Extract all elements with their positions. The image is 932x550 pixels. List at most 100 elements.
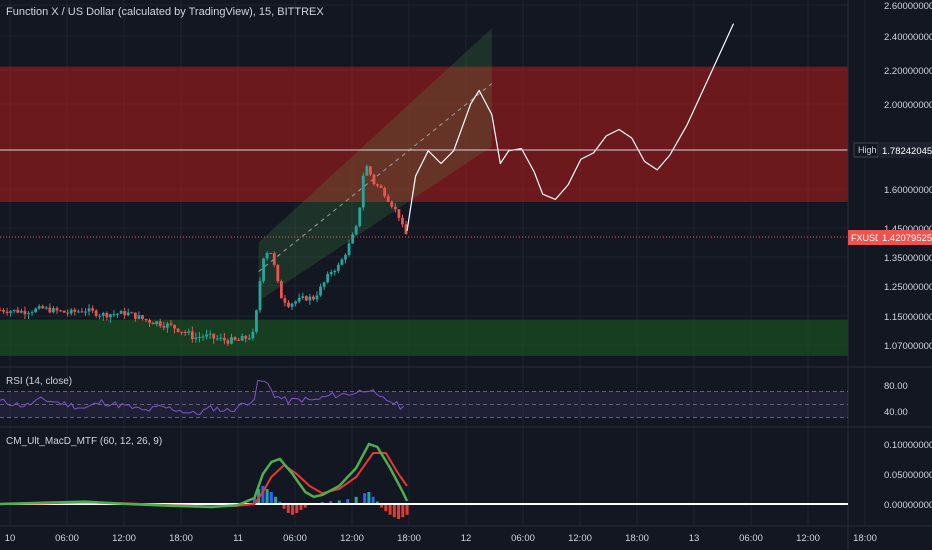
macd-histogram-bar bbox=[274, 496, 278, 504]
candle-body bbox=[208, 333, 212, 335]
macd-histogram-bar bbox=[278, 501, 282, 504]
candle-body bbox=[116, 313, 119, 315]
candle-body bbox=[169, 323, 173, 325]
candle-body bbox=[358, 207, 362, 226]
candle-body bbox=[183, 332, 187, 334]
candle-body bbox=[66, 312, 70, 314]
candle-body bbox=[272, 253, 276, 265]
candle-body bbox=[187, 331, 191, 333]
channel-midline bbox=[258, 83, 493, 272]
candle-body bbox=[87, 308, 91, 312]
candle-body bbox=[55, 308, 59, 311]
candle-body bbox=[347, 243, 351, 255]
candle-body bbox=[101, 312, 105, 316]
candle-body bbox=[34, 308, 38, 313]
last-badge-name: FXUSD bbox=[851, 233, 882, 243]
macd-histogram-bar bbox=[265, 489, 269, 504]
candle-body bbox=[205, 334, 208, 337]
high-badge-name: High bbox=[858, 145, 877, 155]
candle-body bbox=[190, 331, 194, 340]
candle-body bbox=[390, 201, 394, 207]
high-badge-value: 1.78242045 bbox=[882, 146, 932, 157]
candle-body bbox=[62, 310, 66, 313]
macd-histogram-bar bbox=[354, 496, 358, 504]
macd-histogram-bar bbox=[299, 504, 303, 510]
high-badge: High 1.78242045 bbox=[853, 142, 932, 158]
candle-body bbox=[48, 307, 52, 313]
time-tick-label: 12:00 bbox=[796, 533, 820, 544]
candle-body bbox=[247, 338, 251, 340]
candle-body bbox=[151, 322, 155, 325]
candle-body bbox=[361, 175, 365, 208]
macd-histogram-bar bbox=[401, 504, 405, 518]
candle-body bbox=[269, 253, 273, 255]
rsi-axis: 80.00 40.00 bbox=[884, 381, 908, 418]
time-axis[interactable]: 10 06:00 12:00 18:00 11 06:00 12:00 18:00 12 06:0… bbox=[5, 533, 877, 544]
macd-histogram-bar bbox=[337, 500, 341, 504]
macd-histogram-bar bbox=[371, 496, 375, 504]
candle-body bbox=[105, 312, 109, 318]
candle-body bbox=[222, 337, 226, 341]
candle-body bbox=[201, 336, 205, 338]
price-panel[interactable] bbox=[0, 23, 848, 356]
candle-body bbox=[176, 328, 180, 332]
candle-body bbox=[165, 323, 169, 328]
candle-body bbox=[393, 206, 397, 210]
price-tick-label: 1.60000000 bbox=[884, 185, 932, 196]
candle-body bbox=[354, 225, 358, 235]
rsi-panel[interactable] bbox=[0, 379, 848, 418]
price-axis[interactable]: 2.60000000 2.40000000 2.20000000 2.00000000… bbox=[884, 1, 932, 352]
price-channel bbox=[258, 28, 492, 301]
candle-body bbox=[91, 308, 95, 311]
candle-body bbox=[276, 264, 280, 282]
time-tick-label: 06:00 bbox=[55, 533, 79, 544]
candle-body bbox=[279, 281, 283, 299]
price-tick-label: 2.20000000 bbox=[884, 66, 932, 77]
candle-body bbox=[69, 309, 73, 314]
candle-body bbox=[379, 185, 383, 188]
macd-histogram-bar bbox=[261, 486, 265, 504]
candle-body bbox=[237, 339, 241, 341]
candle-body bbox=[44, 307, 48, 309]
time-tick-label: 10 bbox=[5, 533, 16, 544]
last-badge-name-box bbox=[848, 230, 878, 245]
time-tick-label: 18:00 bbox=[169, 533, 193, 544]
candle-body bbox=[308, 296, 312, 301]
time-tick-label: 06:00 bbox=[283, 533, 307, 544]
candle-body bbox=[180, 331, 184, 333]
macd-histogram-bar bbox=[303, 504, 307, 508]
macd-histogram-bar bbox=[384, 504, 388, 512]
candle-body bbox=[226, 340, 230, 344]
candle-body bbox=[109, 314, 112, 318]
candle-body bbox=[401, 217, 404, 225]
candle-body bbox=[84, 311, 87, 313]
candle-body bbox=[23, 310, 27, 315]
candle-body bbox=[5, 311, 9, 313]
candle-body bbox=[155, 321, 159, 325]
price-tick-label: 1.25000000 bbox=[884, 282, 932, 293]
candle-body bbox=[133, 312, 137, 319]
price-tick-label: 2.40000000 bbox=[884, 32, 932, 43]
candle-body bbox=[404, 224, 408, 235]
candle-body bbox=[76, 311, 80, 313]
candle-body bbox=[98, 315, 102, 317]
candle-body bbox=[365, 166, 369, 176]
candle-body bbox=[119, 310, 123, 314]
time-tick-label: 06:00 bbox=[511, 533, 535, 544]
macd-histogram-bar bbox=[329, 501, 333, 504]
macd-tick-label: 0.00000000 bbox=[884, 500, 932, 511]
candle-body bbox=[258, 281, 262, 311]
macd-histogram-bar bbox=[286, 504, 290, 513]
macd-histogram-bar bbox=[363, 493, 367, 504]
candle-body bbox=[212, 333, 216, 339]
candle-body bbox=[344, 254, 347, 260]
candle-body bbox=[230, 337, 233, 344]
candle-body bbox=[19, 310, 23, 313]
macd-panel[interactable] bbox=[0, 442, 848, 519]
candle-body bbox=[336, 264, 340, 271]
candle-body bbox=[148, 320, 151, 323]
macd-title: CM_Ult_MacD_MTF (60, 12, 26, 9) bbox=[6, 436, 162, 447]
candle-body bbox=[290, 303, 294, 307]
candle-body bbox=[294, 301, 298, 304]
